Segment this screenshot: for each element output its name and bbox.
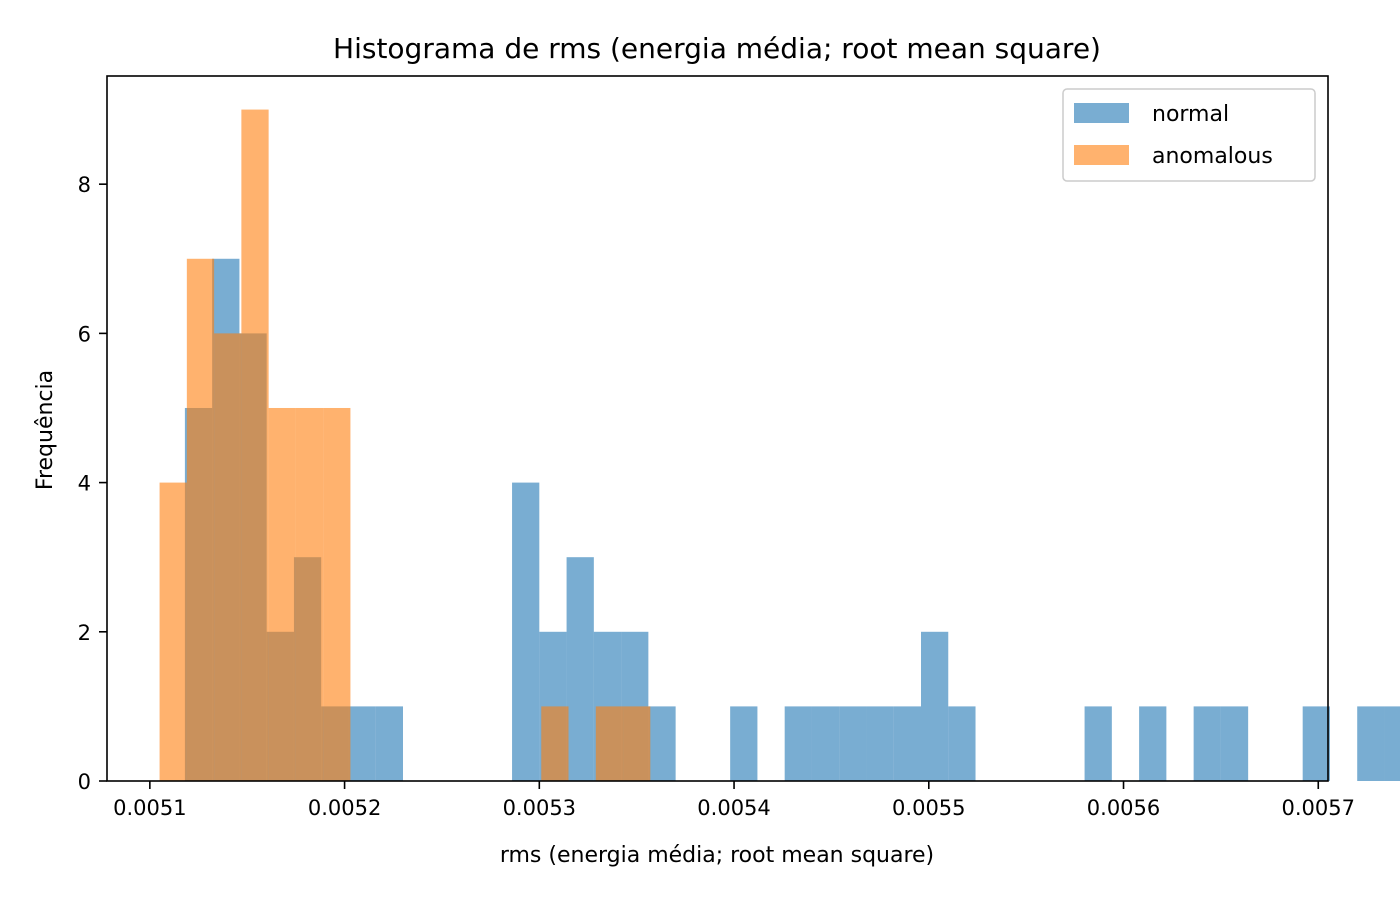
- chart-title: Histograma de rms (energia média; root m…: [333, 32, 1101, 65]
- x-tick-label: 0.0054: [697, 796, 770, 820]
- bar-normal: [1139, 706, 1167, 781]
- bar-anomalous: [214, 333, 242, 781]
- bar-normal: [1384, 706, 1400, 781]
- bar-normal: [811, 706, 840, 781]
- legend-swatch-normal: [1074, 103, 1129, 123]
- bar-normal: [648, 706, 676, 781]
- legend-swatch-anomalous: [1074, 145, 1129, 165]
- x-tick-label: 0.0053: [503, 796, 576, 820]
- y-tick-label: 8: [78, 173, 91, 197]
- bar-anomalous: [595, 706, 624, 781]
- bar-normal: [1302, 706, 1330, 781]
- y-tick-label: 6: [78, 322, 91, 346]
- bar-anomalous: [241, 109, 269, 782]
- bar-anomalous: [295, 407, 324, 781]
- x-axis-ticks: 0.0051 0.0052 0.0053 0.0054 0.0055 0.0056 0.00…: [113, 781, 1355, 820]
- bar-normal: [839, 706, 867, 781]
- bar-normal: [512, 482, 540, 781]
- x-axis-label: rms (energia média; root mean square): [500, 843, 934, 868]
- bar-anomalous: [159, 482, 187, 781]
- bar-normal: [1084, 706, 1112, 781]
- y-axis-ticks: 0 2 4 6 8: [78, 173, 107, 794]
- bar-normal: [730, 706, 758, 781]
- bar-anomalous: [268, 407, 296, 781]
- x-tick-label: 0.0051: [113, 796, 186, 820]
- y-tick-label: 0: [78, 770, 91, 794]
- bar-normal: [948, 706, 976, 781]
- series-anomalous: [159, 109, 651, 782]
- legend: normal anomalous: [1062, 88, 1316, 182]
- bar-normal: [866, 706, 894, 781]
- bar-anomalous: [186, 258, 215, 781]
- x-tick-label: 0.0057: [1282, 796, 1355, 820]
- bar-anomalous: [541, 706, 569, 781]
- bar-anomalous: [323, 407, 351, 781]
- legend-label-normal: normal: [1152, 102, 1229, 127]
- series-normal: [184, 258, 1400, 781]
- bar-normal: [566, 557, 594, 781]
- x-tick-label: 0.0052: [308, 796, 381, 820]
- x-tick-label: 0.0055: [892, 796, 965, 820]
- plot-area-frame: [106, 75, 1329, 782]
- bar-normal: [375, 706, 403, 781]
- bar-normal: [1357, 706, 1385, 781]
- y-axis-label: Frequência: [33, 370, 58, 490]
- bar-normal: [784, 706, 812, 781]
- bar-anomalous: [623, 706, 651, 781]
- y-tick-label: 2: [78, 621, 91, 645]
- bar-normal: [348, 706, 376, 781]
- x-tick-label: 0.0056: [1087, 796, 1160, 820]
- bar-normal: [921, 631, 949, 781]
- bars-layer: [159, 109, 1400, 782]
- bar-normal: [1193, 706, 1221, 781]
- y-tick-label: 4: [78, 472, 91, 496]
- legend-label-anomalous: anomalous: [1152, 144, 1273, 169]
- bar-normal: [893, 706, 921, 781]
- bar-normal: [1220, 706, 1249, 781]
